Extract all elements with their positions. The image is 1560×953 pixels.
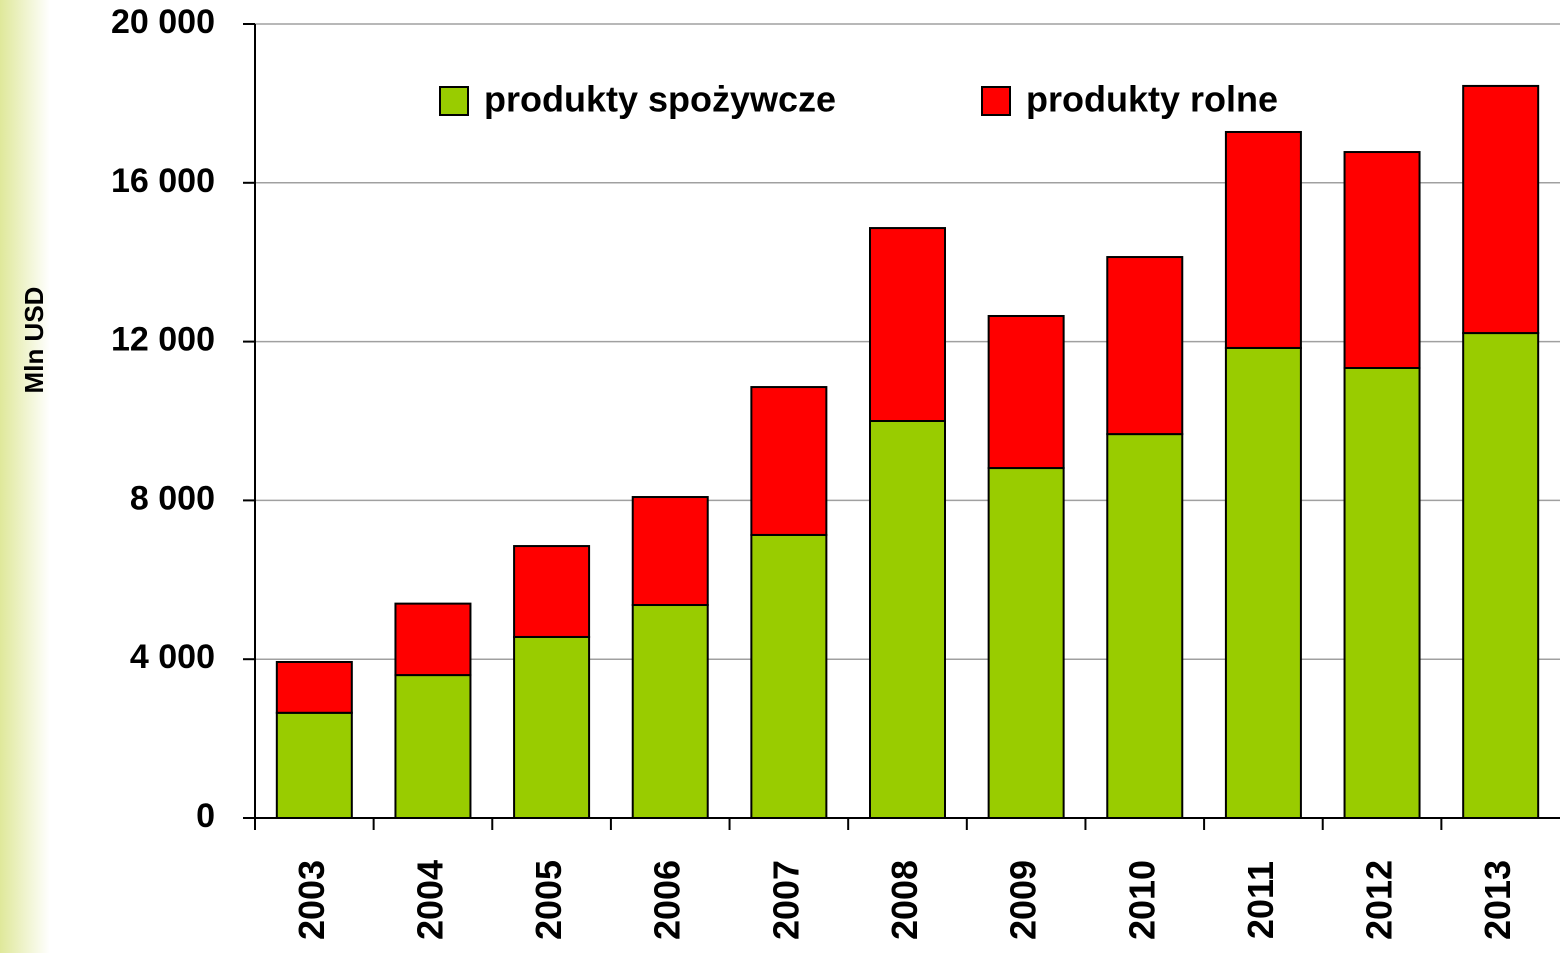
x-tick-label: 2011 — [1240, 861, 1281, 939]
y-tick-label: 4 000 — [130, 638, 215, 676]
bar-segment — [1462, 84, 1540, 335]
bar-segment — [1224, 346, 1302, 819]
bar-segment — [513, 635, 591, 820]
x-tick-label: 2007 — [765, 860, 806, 940]
legend-label: produkty spożywcze — [484, 79, 836, 120]
bar-segment — [987, 467, 1065, 819]
bar-segment — [631, 496, 709, 607]
legend-label: produkty rolne — [1026, 79, 1278, 120]
x-tick-label: 2009 — [1003, 860, 1044, 940]
bar-segment — [1224, 130, 1302, 349]
bar-segment — [513, 545, 591, 638]
bar-segment — [1106, 256, 1184, 436]
y-tick-label: 12 000 — [111, 321, 215, 359]
x-tick-label: 2010 — [1121, 860, 1162, 940]
y-tick-label: 0 — [196, 797, 215, 835]
y-tick-label: 8 000 — [130, 479, 215, 517]
legend-swatch — [981, 86, 1011, 116]
bar-segment — [275, 711, 353, 819]
x-tick-label: 2004 — [409, 860, 450, 940]
bar-segment — [1462, 332, 1540, 819]
y-tick-label: 20 000 — [111, 3, 215, 41]
bar-segment — [750, 386, 828, 536]
bar-segment — [394, 602, 472, 677]
bar-segment — [869, 420, 946, 819]
bar-segment — [275, 660, 353, 714]
x-tick-label: 2006 — [647, 860, 688, 940]
x-tick-label: 2005 — [528, 860, 569, 940]
x-tick-label: 2012 — [1359, 860, 1400, 940]
x-tick-label: 2008 — [884, 860, 925, 940]
bar-segment — [394, 674, 472, 820]
bar-segment — [1343, 151, 1421, 370]
bar-segment — [869, 227, 946, 422]
legend-swatch — [439, 86, 469, 116]
bar-segment — [750, 533, 828, 820]
bar-segment — [1343, 367, 1421, 819]
y-tick-label: 16 000 — [111, 162, 215, 200]
bar-segment — [1106, 433, 1184, 819]
bar-segment — [987, 314, 1065, 470]
side-strip — [0, 0, 50, 953]
x-tick-label: 2013 — [1477, 860, 1518, 940]
y-axis-label: Mln USD — [19, 287, 49, 394]
bar-segment — [631, 604, 709, 820]
x-tick-label: 2003 — [291, 860, 332, 940]
